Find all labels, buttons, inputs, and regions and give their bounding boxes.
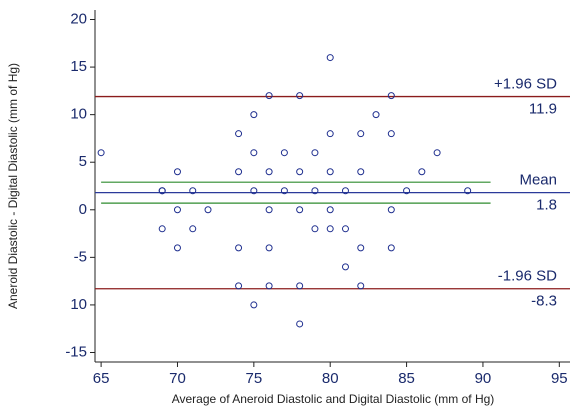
point: [265, 92, 273, 100]
point: [265, 206, 273, 214]
point: [250, 149, 258, 157]
point: [173, 206, 181, 214]
point: [387, 206, 395, 214]
y-tick-label: 5: [79, 153, 87, 170]
point: [296, 282, 304, 290]
point: [265, 168, 273, 176]
point: [204, 206, 212, 214]
x-tick-label: 85: [398, 370, 415, 387]
x-tick-label: 70: [169, 370, 186, 387]
point: [433, 149, 441, 157]
point: [296, 320, 304, 328]
point: [464, 187, 472, 195]
y-tick-label: -15: [65, 343, 87, 360]
reference-name: Mean: [519, 172, 557, 189]
point: [311, 149, 319, 157]
point: [387, 92, 395, 100]
point: [387, 244, 395, 252]
point: [250, 301, 258, 309]
point: [173, 244, 181, 252]
point: [235, 168, 243, 176]
reference-value: 1.8: [536, 197, 557, 214]
point: [235, 130, 243, 138]
point: [280, 187, 288, 195]
x-tick-label: 80: [322, 370, 339, 387]
x-tick-label: 90: [475, 370, 492, 387]
point: [326, 206, 334, 214]
point: [265, 282, 273, 290]
x-tick-label: 65: [93, 370, 110, 387]
point: [372, 111, 380, 119]
point: [235, 244, 243, 252]
point: [173, 168, 181, 176]
point: [357, 168, 365, 176]
point: [357, 282, 365, 290]
x-tick-label: 75: [245, 370, 262, 387]
point: [158, 187, 166, 195]
point: [357, 244, 365, 252]
y-tick-label: -5: [74, 248, 87, 265]
reference-value: -8.3: [531, 293, 557, 310]
point: [326, 54, 334, 62]
point: [341, 263, 349, 271]
x-axis-label: Average of Aneroid Diastolic and Digital…: [172, 392, 495, 406]
reference-name: +1.96 SD: [494, 76, 557, 93]
point: [326, 168, 334, 176]
point: [189, 187, 197, 195]
point: [158, 225, 166, 233]
y-axis-label: Aneroid Diastolic - Digital Diastolic (m…: [6, 63, 20, 309]
point: [387, 130, 395, 138]
point: [418, 168, 426, 176]
point: [341, 225, 349, 233]
point: [296, 92, 304, 100]
point: [250, 111, 258, 119]
y-tick-label: 20: [70, 10, 87, 27]
point: [296, 168, 304, 176]
y-tick-label: 10: [70, 296, 87, 313]
point: [250, 187, 258, 195]
point: [311, 225, 319, 233]
reference-value: 11.9: [529, 101, 557, 118]
point: [357, 130, 365, 138]
point: [403, 187, 411, 195]
point: [189, 225, 197, 233]
reference-name: -1.96 SD: [498, 268, 557, 285]
point: [265, 244, 273, 252]
point: [280, 149, 288, 157]
point: [235, 282, 243, 290]
point: [341, 187, 349, 195]
y-tick-label: 10: [70, 106, 87, 123]
x-tick-label: 95: [551, 370, 568, 387]
y-tick-label: 15: [70, 58, 87, 75]
y-tick-label: 0: [79, 201, 87, 218]
point: [97, 149, 105, 157]
point: [296, 206, 304, 214]
point: [326, 130, 334, 138]
point: [311, 187, 319, 195]
point: [326, 225, 334, 233]
